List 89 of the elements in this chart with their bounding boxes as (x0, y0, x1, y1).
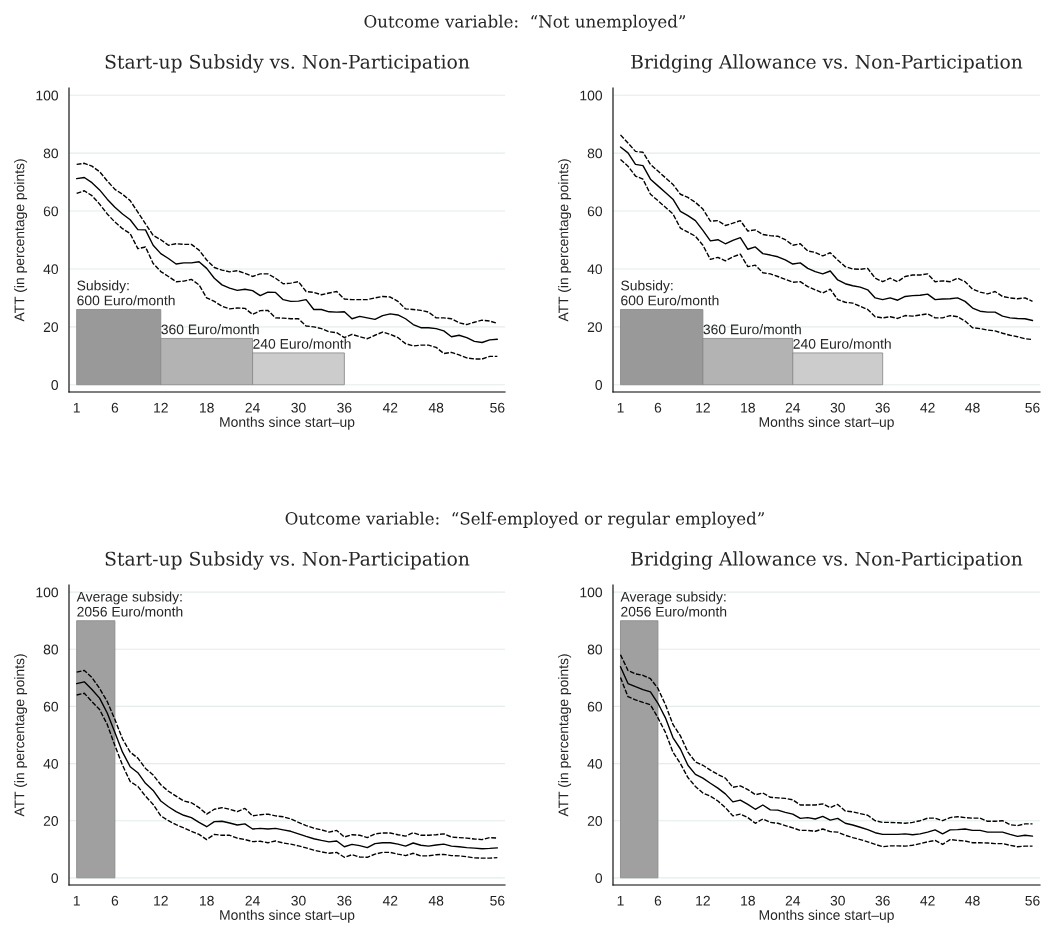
annotation: 360 Euro/month (161, 324, 259, 335)
y-tick-label: 60 (43, 701, 59, 712)
annotation: 240 Euro/month (793, 338, 891, 349)
x-tick-label: 30 (830, 402, 845, 413)
y-tick-label: 0 (595, 380, 603, 390)
annotation: Average subsidy: 2056 Euro/month (76, 591, 183, 617)
y-tick-label: 40 (587, 264, 603, 275)
x-tick-label: 24 (245, 402, 260, 413)
x-tick-label: 12 (696, 402, 710, 413)
x-tick-label: 42 (382, 895, 398, 906)
y-tick-label: 80 (43, 148, 59, 159)
annotation: 360 Euro/month (703, 324, 801, 335)
x-tick-label: 48 (965, 895, 980, 906)
x-tick-label: 6 (654, 402, 662, 413)
text: Outcome variable: “Not unemployed” (364, 14, 686, 32)
y-tick-label: 60 (587, 701, 603, 712)
x-tick-label: 36 (875, 895, 890, 906)
y-tick-label: 20 (43, 322, 59, 333)
x-tick-label: 56 (490, 402, 505, 413)
y-tick-label: 80 (43, 644, 59, 655)
y-tick-label: 80 (587, 148, 603, 159)
x-tick-label: 48 (428, 402, 444, 413)
x-axis-title: Months since start–up (759, 909, 894, 923)
x-tick-label: 18 (741, 895, 755, 906)
y-tick-label: 40 (43, 758, 59, 769)
x-tick-label: 56 (1025, 402, 1040, 413)
x-tick-label: 1 (617, 895, 624, 906)
x-tick-label: 12 (696, 895, 710, 906)
x-tick-label: 56 (490, 895, 505, 906)
annotation: 240 Euro/month (253, 338, 351, 349)
x-tick-label: 42 (920, 895, 935, 906)
x-tick-label: 6 (111, 402, 119, 413)
y-tick-label: 0 (51, 380, 59, 390)
y-tick-label: 100 (580, 587, 603, 598)
chart-title: Start-up Subsidy vs. Non-Participation (105, 54, 470, 73)
x-tick-label: 24 (245, 895, 260, 906)
x-tick-label: 18 (200, 402, 214, 413)
y-tick-label: 60 (43, 206, 59, 217)
line-series (619, 146, 1034, 322)
x-tick-label: 12 (154, 402, 168, 413)
y-axis-title: ATT (in percentage points) (558, 159, 572, 322)
x-tick-label: 30 (830, 895, 845, 906)
x-tick-label: 6 (111, 895, 119, 906)
x-axis-title: Months since start–up (759, 416, 894, 430)
annotation: Average subsidy: 2056 Euro/month (620, 591, 727, 617)
y-tick-label: 20 (43, 816, 59, 826)
x-tick-label: 56 (1025, 895, 1040, 906)
annotation: Subsidy: 600 Euro/month (77, 280, 175, 306)
x-tick-label: 24 (785, 895, 801, 906)
x-tick-label: 36 (337, 895, 352, 906)
text: Outcome variable: “Self-employed or regular employed” (285, 511, 764, 529)
y-tick-label: 40 (587, 758, 603, 769)
x-tick-label: 36 (337, 402, 352, 413)
x-tick-label: 48 (428, 895, 444, 906)
y-tick-label: 60 (587, 206, 603, 217)
y-tick-label: 100 (36, 90, 59, 101)
y-axis-title: ATT (in percentage points) (14, 654, 28, 817)
chart-title: Bridging Allowance vs. Non-Participation (631, 54, 1023, 73)
x-axis-title: Months since start–up (220, 909, 355, 923)
x-axis-title: Months since start–up (220, 416, 355, 430)
line-series (75, 162, 499, 326)
x-tick-label: 1 (617, 402, 624, 413)
x-tick-label: 42 (920, 402, 935, 413)
y-tick-label: 80 (587, 644, 603, 655)
x-tick-label: 12 (154, 895, 168, 906)
x-tick-label: 30 (291, 402, 306, 413)
x-tick-label: 1 (73, 402, 80, 413)
y-tick-label: 20 (587, 322, 603, 333)
x-tick-label: 36 (875, 402, 890, 413)
x-tick-label: 24 (785, 402, 801, 413)
y-tick-label: 20 (587, 816, 603, 826)
y-tick-label: 40 (43, 264, 59, 275)
x-tick-label: 42 (382, 402, 398, 413)
y-tick-label: 100 (580, 90, 603, 101)
chart-title: Bridging Allowance vs. Non-Participation (631, 551, 1023, 570)
annotation: Subsidy: 600 Euro/month (621, 280, 719, 306)
chart-title: Start-up Subsidy vs. Non-Participation (105, 551, 470, 570)
y-tick-label: 100 (36, 587, 59, 598)
y-tick-label: 0 (51, 873, 59, 884)
x-tick-label: 48 (965, 402, 980, 413)
x-tick-label: 30 (291, 895, 306, 906)
x-tick-label: 1 (73, 895, 80, 906)
x-tick-label: 6 (654, 895, 662, 906)
x-tick-label: 18 (741, 402, 755, 413)
y-axis-title: ATT (in percentage points) (14, 159, 28, 322)
y-tick-label: 0 (595, 873, 603, 884)
y-axis-title: ATT (in percentage points) (558, 654, 572, 817)
line-series (75, 190, 499, 360)
x-tick-label: 18 (200, 895, 214, 906)
